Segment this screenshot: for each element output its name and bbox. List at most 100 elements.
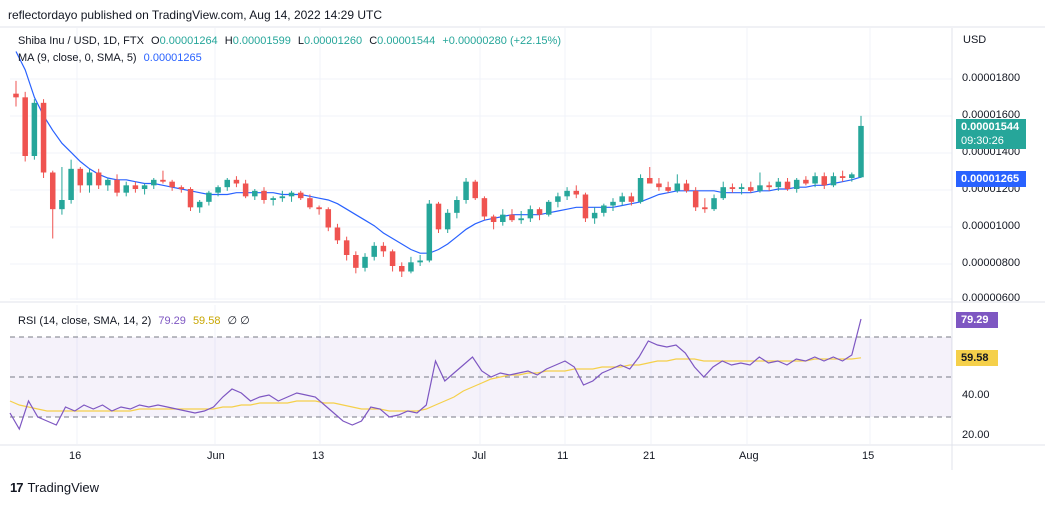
candle-body — [757, 185, 763, 191]
time-tick-label: Aug — [739, 450, 759, 462]
candle — [601, 203, 607, 217]
candle — [59, 167, 65, 215]
candle — [389, 249, 396, 272]
candle-body — [536, 209, 543, 215]
candle-body — [261, 190, 267, 200]
candle — [527, 205, 534, 222]
candle-body — [279, 196, 286, 199]
candle — [252, 189, 258, 200]
candle — [261, 187, 267, 204]
candle-body — [77, 168, 84, 186]
time-tick-label: 13 — [312, 450, 325, 462]
candle-body — [59, 200, 65, 210]
footer[interactable]: 17 TradingView — [10, 480, 99, 495]
candle-body — [233, 179, 240, 184]
candle-body — [821, 176, 828, 186]
last-price-tag: 0.00001544 09:30:26 — [956, 119, 1026, 149]
candle-body — [141, 185, 148, 189]
candle — [49, 170, 56, 239]
candle-body — [389, 251, 396, 266]
candle-body — [408, 262, 414, 272]
candle-body — [288, 192, 295, 197]
candle-body — [500, 214, 506, 222]
candle-body — [426, 203, 433, 261]
candle — [114, 174, 120, 197]
candle-body — [591, 212, 598, 219]
candle — [233, 176, 240, 188]
price-tick-label: 0.00001600 — [962, 109, 1021, 121]
candle-body — [362, 256, 368, 268]
candle — [380, 242, 387, 257]
candle — [610, 198, 616, 211]
candle-body — [215, 187, 221, 193]
candle-body — [481, 198, 488, 217]
candle-body — [637, 178, 644, 202]
candle-body — [399, 266, 405, 272]
rsi-tick-label: 20.00 — [962, 429, 990, 441]
last-price-value: 0.00001544 — [961, 121, 1020, 133]
candle-body — [692, 190, 699, 208]
candle-body — [435, 203, 442, 230]
candle — [270, 196, 276, 206]
candle-body — [793, 179, 800, 189]
candle — [858, 115, 864, 178]
candle — [444, 209, 451, 233]
candle-body — [472, 181, 478, 199]
candle — [821, 172, 828, 189]
rsi-label: RSI (14, close, SMA, 14, 2) — [18, 315, 152, 327]
candle-body — [490, 216, 497, 222]
candle-body — [858, 125, 864, 178]
candle-body — [22, 97, 28, 156]
candle — [757, 172, 763, 193]
candle-body — [86, 172, 93, 186]
candle-body — [380, 245, 387, 252]
candle-body — [417, 260, 423, 263]
tradingview-logo-icon: 17 — [10, 480, 24, 495]
candle — [160, 170, 166, 184]
candle-body — [224, 179, 231, 188]
candle — [13, 80, 19, 107]
candle-body — [665, 187, 671, 191]
candle — [206, 190, 212, 206]
candle — [86, 168, 93, 193]
candle — [656, 178, 662, 191]
candle — [720, 181, 726, 200]
candle — [490, 214, 497, 230]
candle — [628, 192, 635, 206]
candle-body — [748, 187, 754, 191]
rsi-ma-tag: 59.58 — [956, 350, 998, 366]
time-tick-label: 16 — [69, 450, 82, 462]
l-label: L — [297, 35, 305, 47]
candle — [683, 179, 690, 193]
candle — [242, 179, 249, 199]
candle-body — [518, 218, 524, 221]
candle-body — [646, 178, 653, 184]
candle-body — [444, 212, 451, 230]
time-tick-label: Jun — [207, 450, 225, 462]
candle — [582, 192, 589, 222]
candle-body — [334, 227, 341, 241]
candle — [500, 209, 506, 226]
candle-body — [187, 189, 194, 208]
candle — [362, 253, 368, 272]
rsi-tag: 79.29 — [956, 312, 998, 328]
ma-label: MA (9, close, 0, SMA, 5) — [18, 52, 137, 64]
time-tick-label: Jul — [472, 450, 487, 462]
candle-body — [160, 179, 166, 182]
candle-body — [297, 192, 304, 199]
rsi-lines — [9, 318, 862, 431]
o-label: O — [151, 35, 160, 47]
candle-body — [766, 185, 772, 188]
candle — [95, 168, 102, 189]
candle — [637, 174, 644, 204]
candle — [545, 200, 552, 217]
candle — [408, 256, 414, 274]
candle-body — [720, 187, 726, 199]
ma-polyline — [15, 51, 862, 254]
candle-body — [178, 187, 185, 189]
price-tick-label: 0.00000800 — [962, 257, 1021, 269]
rsi-ma-value: 59.58 — [192, 315, 221, 327]
candle — [353, 251, 359, 274]
time-tick-label: 21 — [643, 450, 656, 462]
